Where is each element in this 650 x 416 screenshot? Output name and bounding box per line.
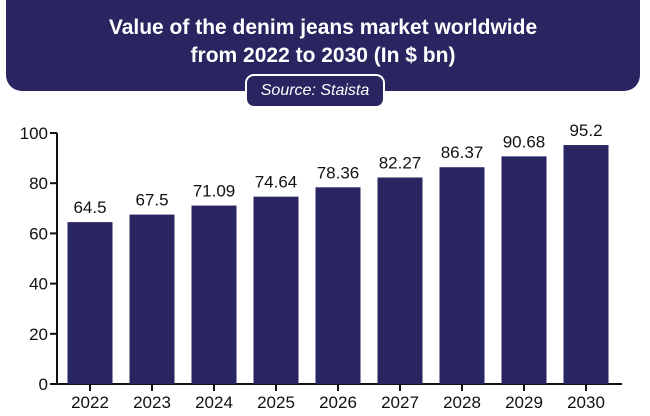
value-label-2025: 74.64 xyxy=(255,173,298,192)
value-label-2022: 64.5 xyxy=(73,198,106,217)
bar-2027 xyxy=(377,177,423,384)
bar-2025 xyxy=(253,196,299,384)
y-tick-label-0: 0 xyxy=(39,375,48,394)
x-tick-label-2025: 2025 xyxy=(257,393,295,412)
x-tick-label-2030: 2030 xyxy=(567,393,605,412)
value-label-2029: 90.68 xyxy=(503,132,546,151)
chart-title-line-2: from 2022 to 2030 (In $ bn) xyxy=(190,44,456,67)
x-tick-label-2024: 2024 xyxy=(195,393,233,412)
value-label-2030: 95.2 xyxy=(569,121,602,140)
bar-2024 xyxy=(191,205,237,384)
x-tick-label-2022: 2022 xyxy=(71,393,109,412)
bar-2022 xyxy=(67,222,113,384)
y-tick-label-40: 40 xyxy=(29,275,48,294)
bar-2023 xyxy=(129,214,175,384)
source-label: Source: Staista xyxy=(260,82,370,99)
x-tick-label-2028: 2028 xyxy=(443,393,481,412)
value-label-2024: 71.09 xyxy=(193,182,236,201)
value-label-2028: 86.37 xyxy=(441,143,484,162)
chart-title: Value of the denim jeans market worldwid… xyxy=(6,14,640,70)
x-tick-label-2027: 2027 xyxy=(381,393,419,412)
y-tick-label-60: 60 xyxy=(29,224,48,243)
source-badge: Source: Staista xyxy=(245,74,385,108)
bar-2029 xyxy=(501,156,547,384)
bar-2026 xyxy=(315,187,361,384)
bar-2030 xyxy=(563,145,609,384)
chart-title-line-1: Value of the denim jeans market worldwid… xyxy=(108,16,538,39)
x-tick-label-2029: 2029 xyxy=(505,393,543,412)
bar-2028 xyxy=(439,167,485,384)
x-tick-label-2026: 2026 xyxy=(319,393,357,412)
y-tick-label-20: 20 xyxy=(29,325,48,344)
x-tick-label-2023: 2023 xyxy=(133,393,171,412)
value-label-2023: 67.5 xyxy=(135,191,168,210)
y-tick-label-100: 100 xyxy=(20,124,48,143)
value-label-2026: 78.36 xyxy=(317,163,360,182)
value-label-2027: 82.27 xyxy=(379,154,422,173)
y-tick-label-80: 80 xyxy=(29,174,48,193)
